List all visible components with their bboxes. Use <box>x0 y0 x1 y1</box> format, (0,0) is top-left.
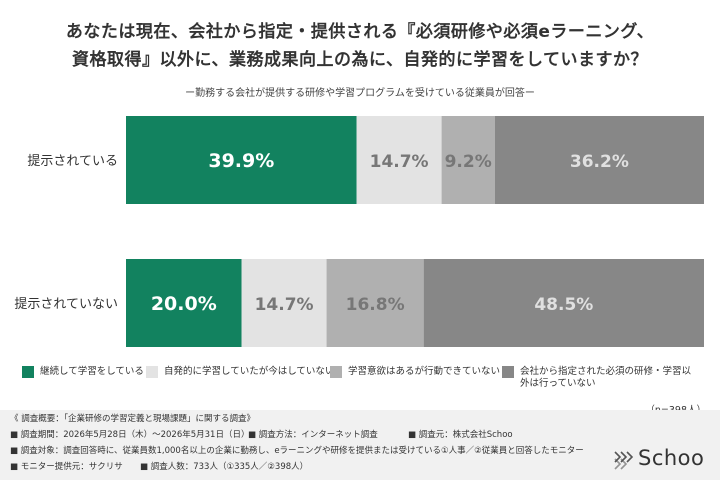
footer-source: ■ 調査元：株式会社Schoo <box>408 430 513 440</box>
bar-segment-motivated-1 <box>326 259 424 347</box>
legend-swatch-stopped <box>146 366 158 378</box>
data-label-none-0: 36.2% <box>570 152 629 172</box>
data-label-continuous-0: 39.9% <box>208 150 274 172</box>
legend-label-motivated: 学習意欲はあるが行動できていない <box>348 366 501 377</box>
legend-label-stopped: 自発的に学習していたが今はしていない <box>164 366 335 377</box>
bar-segment-continuous-0 <box>126 116 357 204</box>
footer-method: ■ 調査方法：インターネット調査 <box>248 430 378 440</box>
category-label-1: 提示されていない <box>14 296 118 312</box>
category-label-0: 提示されている <box>27 153 118 169</box>
bar-segment-stopped-0 <box>356 116 442 204</box>
bar-segment-stopped-1 <box>241 259 327 347</box>
footer-target: ■ 調査対象：調査回答時に、従業員数1,000名以上の企業に勤務し、eラーニング… <box>10 446 584 456</box>
survey-footer: 《 調査概要：「企業研修の学習定義と現場課題」に関する調査》 ■ 調査期間：20… <box>0 410 720 480</box>
data-label-stopped-0: 14.7% <box>370 152 429 172</box>
data-label-none-1: 48.5% <box>534 295 593 315</box>
schoo-logo-text: Schoo <box>638 446 705 470</box>
footer-survey-title: 《 調査概要：「企業研修の学習定義と現場課題」に関する調査》 <box>10 414 255 424</box>
bar-segment-none-0 <box>494 116 704 204</box>
footer-count: ■ 調査人数：733人（①335人／②398人） <box>140 462 309 472</box>
data-label-motivated-0: 9.2% <box>445 152 492 172</box>
footer-period: ■ 調査期間：2026年5月28日（木）～2026年5月31日（日） <box>10 430 250 440</box>
stacked-bar-chart: 提示されている 39.9% 14.7% 9.2% 36.2% 提示されていない 20.0% 1… <box>14 116 704 347</box>
chart-title-line2: 資格取得』以外に、業務成果向上の為に、自発的に学習をしていますか？ <box>72 50 648 70</box>
chart-title: あなたは現在、会社から指定・提供される『必須研修や必須eラーニング、 資格取得』… <box>0 18 720 74</box>
bar-segment-motivated-0 <box>441 116 495 204</box>
data-label-motivated-1: 16.8% <box>346 295 405 315</box>
legend-label-continuous: 継続して学習をしている <box>40 366 144 377</box>
legend-swatch-motivated <box>330 366 342 378</box>
schoo-logo: Schoo <box>612 446 712 472</box>
data-label-stopped-1: 14.7% <box>255 295 314 315</box>
legend-swatch-continuous <box>22 366 34 378</box>
chart-title-line1: あなたは現在、会社から指定・提供される『必須研修や必須eラーニング、 <box>65 22 655 42</box>
data-label-continuous-1: 20.0% <box>151 293 217 315</box>
footer-monitor: ■ モニター提供元：サクリサ <box>10 462 123 472</box>
chart-legend: 継続して学習をしている 自発的に学習していたが今はしていない 学習意欲はあるが行… <box>22 366 712 396</box>
legend-label-none: 会社から指定された必須の研修・学習以外は行っていない <box>520 366 692 389</box>
chart-subtitle: ー勤務する会社が提供する研修や学習プログラムを受けている従業員が回答ー <box>185 88 535 99</box>
bar-segment-none-1 <box>423 259 704 347</box>
legend-swatch-none <box>502 366 514 378</box>
bar-segment-continuous-1 <box>126 259 242 347</box>
schoo-logo-icon <box>614 451 634 470</box>
